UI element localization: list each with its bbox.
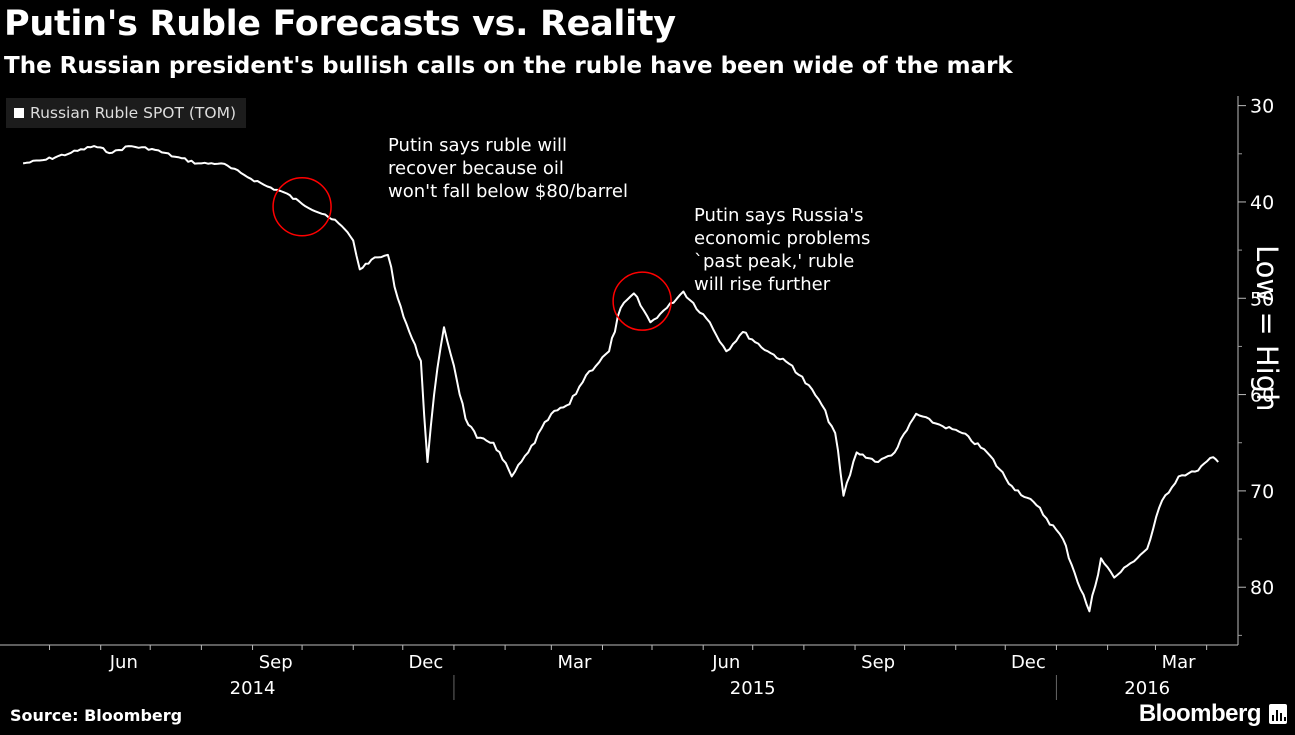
x-month-label: Dec [1011,652,1046,673]
legend: Russian Ruble SPOT (TOM) [6,98,247,128]
y-tick-label: 30 [1250,96,1274,118]
chart-title: Putin's Ruble Forecasts vs. Reality [4,4,676,44]
chart-subtitle: The Russian president's bullish calls on… [4,53,1013,79]
bloomberg-logo: Bloomberg [1138,700,1262,727]
x-month-label: Sep [861,652,895,673]
y-tick-label: 70 [1250,481,1274,503]
x-month-label: Jun [109,652,138,673]
x-month-label: Sep [259,652,293,673]
legend-swatch [14,108,24,118]
y-tick-label: 60 [1250,385,1274,407]
axes: 30 40 50 60 70 80 Low = High Jun Sep Dec Mar Jun Sep… [0,96,1284,700]
x-year-label: 2015 [730,678,776,699]
annotation-oil-forecast: Putin says ruble will recover because oi… [388,135,628,202]
y-tick-label: 40 [1250,192,1274,214]
series-layer [22,145,1219,613]
annotation-circle-2 [612,271,672,331]
x-month-label: Mar [1162,652,1197,673]
ruble-line-chart: 30 40 50 60 70 80 Low = High Jun Sep Dec Mar Jun Sep… [0,96,1284,700]
x-month-label: Dec [408,652,443,673]
legend-label: Russian Ruble SPOT (TOM) [30,104,237,122]
y-axis-note: Low = High [1250,245,1284,412]
y-tick-label: 50 [1250,288,1274,310]
bloomberg-chart-icon [1269,704,1287,724]
y-tick-label: 80 [1250,577,1274,599]
x-year-label: 2016 [1124,678,1170,699]
x-year-label: 2014 [230,678,276,699]
annotation-circle-1 [272,177,332,237]
x-month-label: Jun [711,652,740,673]
x-month-label: Mar [557,652,592,673]
series-line-russian-ruble [22,145,1219,613]
annotation-past-peak: Putin says Russia's economic problems `p… [694,205,871,295]
annotation-markers [272,177,672,331]
source-note: Source: Bloomberg [10,706,183,725]
